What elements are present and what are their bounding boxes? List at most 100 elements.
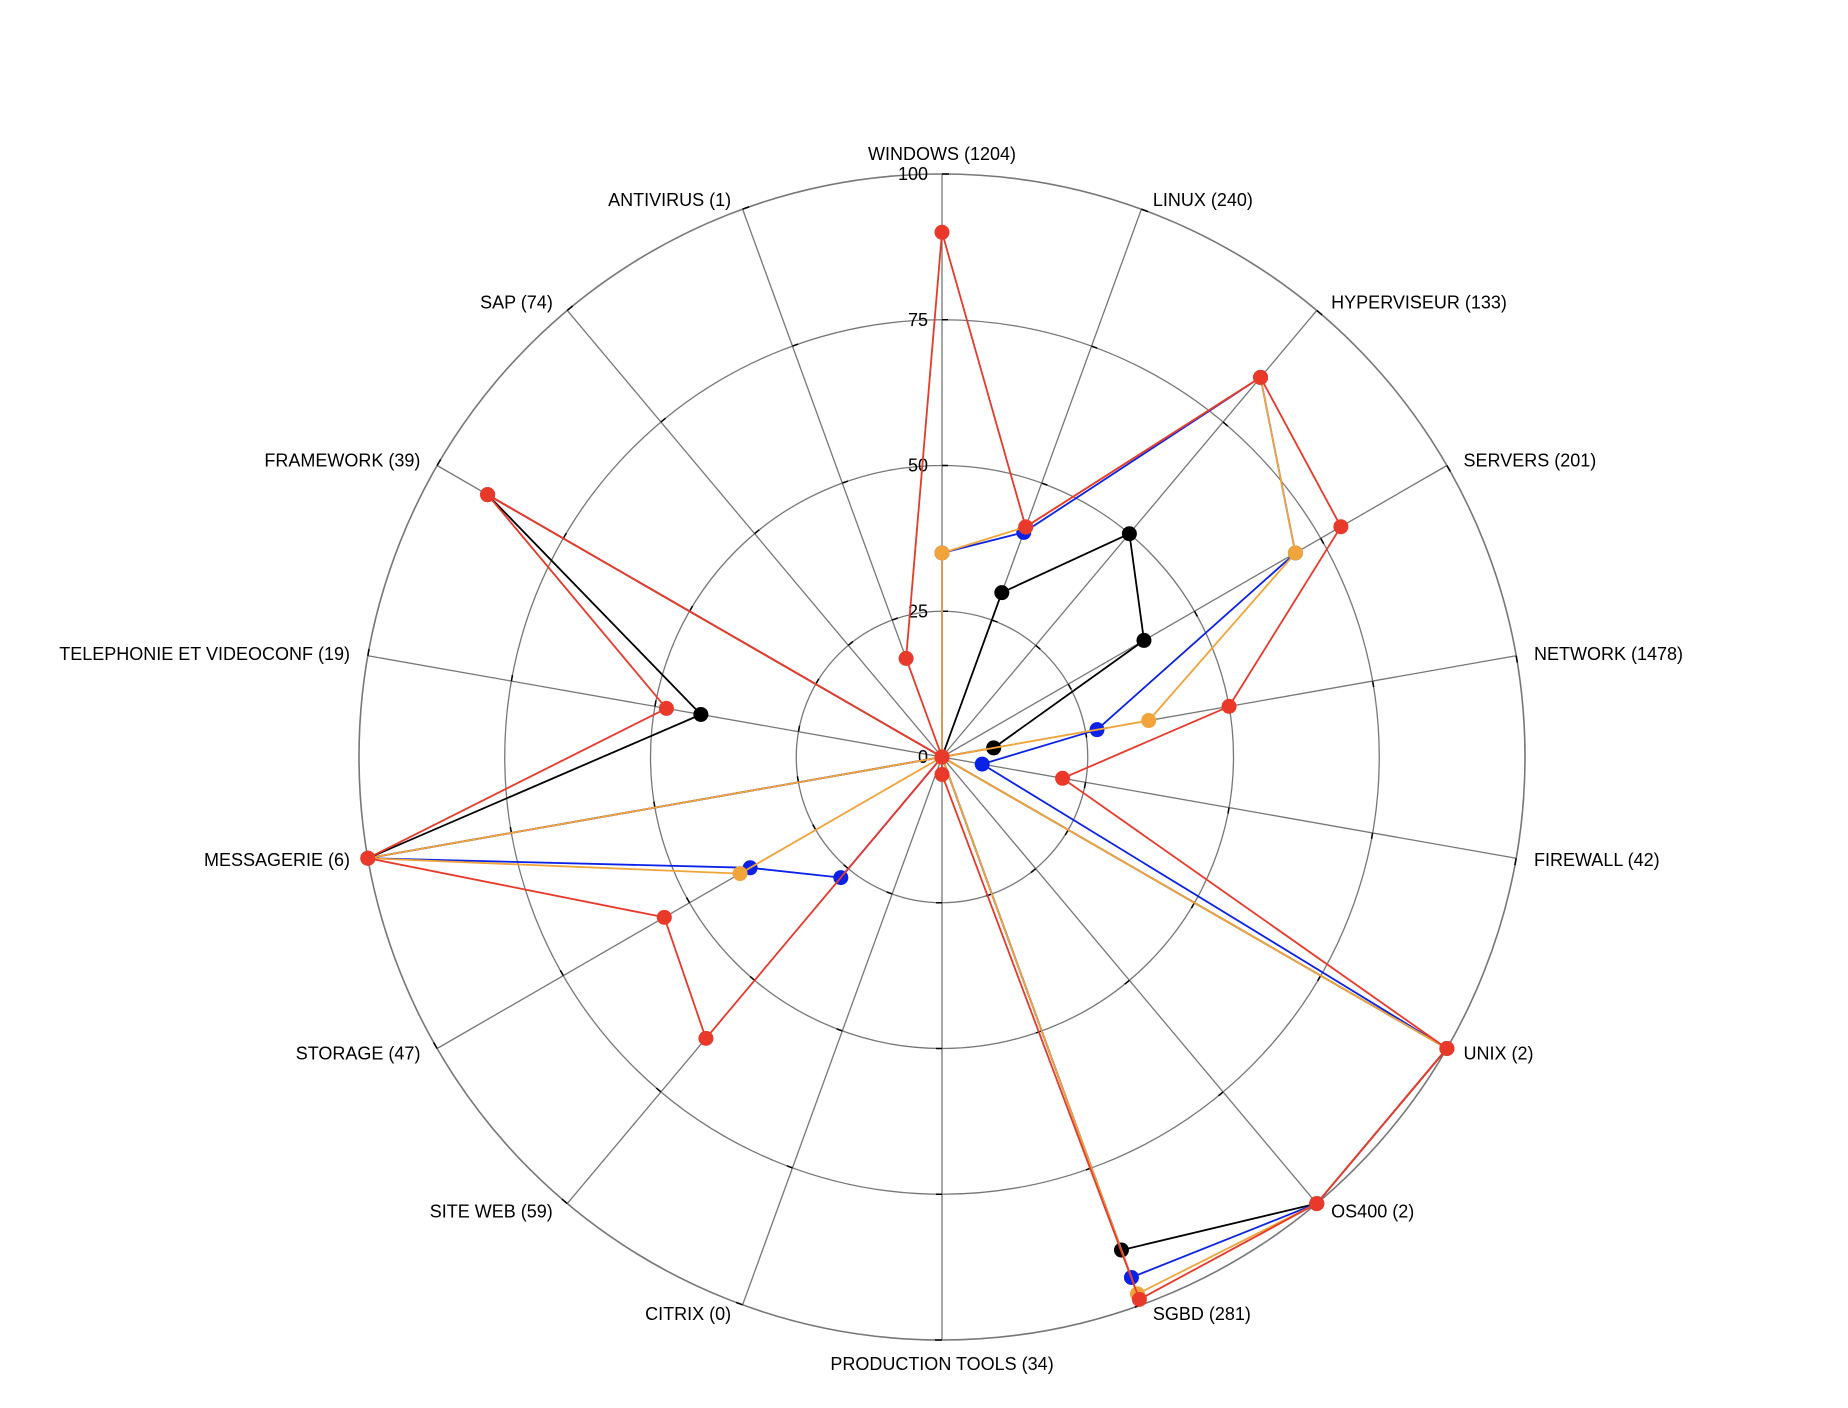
category-label-7: OS400 (2) [1331, 1201, 1414, 1221]
ring-tick-5-75 [1370, 832, 1374, 839]
r-tick-label-100: 100 [898, 164, 928, 184]
series-2-line [366, 376, 1448, 1295]
ring-tick-7-50 [1124, 979, 1130, 985]
series-3-point-3 [1333, 519, 1349, 535]
ring-tick-15-75 [562, 532, 567, 539]
ring-tick-5-50 [1227, 807, 1230, 814]
ring-tick-14-100 [367, 648, 370, 656]
ring-tick-13-50 [653, 801, 656, 808]
ring-tick-17-25 [891, 617, 899, 621]
category-label-3: SERVERS (201) [1464, 451, 1597, 471]
series-0-point-14 [693, 706, 709, 722]
r-tick-label-50: 50 [908, 456, 928, 476]
ring-tick-3-100 [1446, 465, 1452, 472]
ring-tick-13-75 [509, 826, 513, 834]
ring-tick-16-75 [660, 417, 667, 423]
category-label-16: SAP (74) [480, 293, 553, 313]
category-label-8: SGBD (281) [1153, 1304, 1251, 1324]
category-label-17: ANTIVIRUS (1) [608, 190, 731, 210]
ring-tick-1-25 [991, 619, 998, 623]
ring-tick-17-100 [742, 206, 750, 210]
category-label-5: FIREWALL (42) [1534, 850, 1660, 870]
category-label-13: MESSAGERIE (6) [204, 850, 350, 870]
ring-tick-11-75 [655, 1087, 662, 1093]
ring-tick-6-25 [1064, 829, 1069, 836]
ring-tick-2-75 [1222, 421, 1229, 427]
series-3-point-1 [1018, 519, 1034, 535]
series-3-point-4 [1221, 698, 1237, 714]
category-label-14: TELEPHONIE ET VIDEOCONF (19) [59, 644, 350, 664]
category-labels: WINDOWS (1204) LINUX (240) HYPERVISEUR (13… [59, 144, 1683, 1374]
series-3-point-12 [656, 909, 672, 925]
category-label-1: LINUX (240) [1153, 190, 1253, 210]
category-label-4: NETWORK (1478) [1534, 644, 1683, 664]
series-3-point-16 [934, 749, 950, 765]
series-3-point-0 [934, 224, 950, 240]
ring-tick-10-25 [886, 891, 893, 895]
series-3-point-2 [1253, 369, 1269, 385]
spoke-14 [367, 655, 943, 758]
series-0-point-3 [1136, 632, 1152, 648]
ring-tick-2-25 [1035, 644, 1041, 650]
series-3-point-15 [480, 487, 496, 503]
ring-tick-12-100 [432, 1042, 438, 1049]
ring-tick-14-75 [510, 675, 514, 682]
category-label-0: WINDOWS (1204) [868, 144, 1016, 164]
ring-tick-10-50 [836, 1028, 843, 1032]
ring-tick-1-100 [1141, 208, 1149, 213]
series-layer [360, 224, 1455, 1307]
ring-tick-6-75 [1317, 975, 1322, 982]
series-3-point-17 [898, 650, 914, 666]
r-tick-label-0: 0 [918, 747, 928, 767]
ring-tick-7-75 [1217, 1091, 1224, 1097]
ring-tick-15-50 [688, 605, 694, 612]
ring-tick-5-25 [1083, 782, 1087, 789]
ring-tick-12-75 [559, 970, 564, 976]
ring-tick-3-25 [1067, 683, 1072, 690]
series-3-line [366, 231, 1448, 1301]
ring-tick-1-50 [1041, 482, 1048, 486]
category-label-11: SITE WEB (59) [430, 1201, 553, 1221]
category-label-9: PRODUCTION TOOLS (34) [830, 1354, 1053, 1374]
ring-tick-4-100 [1515, 655, 1519, 663]
ring-tick-6-50 [1190, 902, 1196, 909]
series-0-point-1 [994, 585, 1010, 601]
series-2-point-12 [732, 866, 748, 882]
series-2-point-3 [1287, 545, 1303, 561]
category-label-12: STORAGE (47) [296, 1044, 421, 1064]
ring-tick-12-50 [685, 897, 691, 904]
series-3-point-11 [698, 1030, 714, 1046]
ring-tick-17-75 [792, 343, 799, 347]
ring-tick-16-50 [754, 529, 760, 535]
ring-tick-16-100 [566, 305, 574, 311]
ring-tick-2-100 [1316, 309, 1323, 316]
series-2-point-4 [1141, 713, 1157, 729]
series-1-point-5 [974, 756, 990, 772]
series-3-point-6 [1439, 1041, 1455, 1056]
category-label-2: HYPERVISEUR (133) [1331, 293, 1507, 313]
category-label-10: CITRIX (0) [645, 1304, 731, 1324]
ring-tick-3-75 [1320, 538, 1325, 544]
series-2-point-0 [934, 545, 950, 561]
ring-tick-10-100 [735, 1301, 743, 1306]
ring-tick-3-50 [1193, 610, 1199, 617]
series-3-point-7 [1309, 1196, 1325, 1212]
ring-tick-1-75 [1091, 345, 1098, 349]
ring-tick-17-50 [842, 480, 849, 484]
ring-tick-4-75 [1371, 680, 1375, 688]
series-1-line [366, 376, 1448, 1279]
ring-tick-11-100 [561, 1198, 568, 1205]
ring-tick-15-100 [436, 459, 442, 466]
series-3-point-14 [658, 700, 674, 716]
series-3-point-13 [360, 850, 376, 866]
ring-tick-13-25 [796, 776, 800, 783]
ring-tick-16-25 [847, 640, 854, 646]
spoke-5 [941, 756, 1517, 859]
ring-tick-15-25 [815, 678, 820, 685]
ring-tick-7-25 [1030, 868, 1037, 874]
grid-layer [358, 173, 1526, 1341]
ring-tick-10-75 [786, 1165, 793, 1169]
ring-tick-11-50 [749, 975, 756, 981]
r-tick-label-75: 75 [908, 310, 928, 330]
ring-tick-5-100 [1514, 858, 1517, 866]
